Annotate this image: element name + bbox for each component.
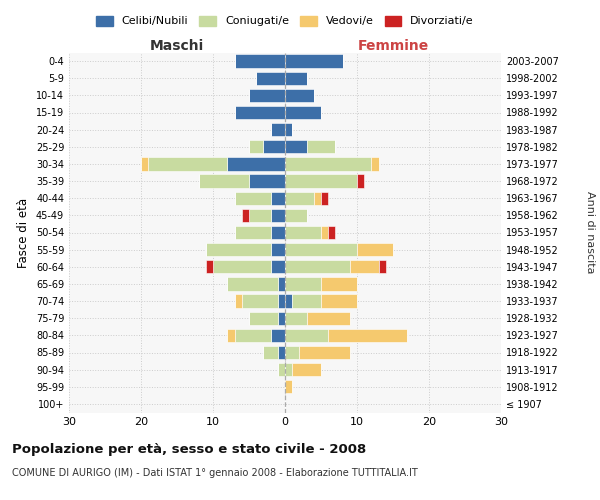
Bar	[357, 243, 393, 256]
Bar	[285, 328, 328, 342]
Text: Popolazione per età, sesso e stato civile - 2008: Popolazione per età, sesso e stato civil…	[12, 442, 366, 456]
Bar	[249, 88, 285, 102]
Bar	[321, 277, 357, 290]
Bar	[271, 226, 285, 239]
Bar	[292, 363, 321, 376]
Bar	[285, 192, 314, 205]
Bar	[285, 294, 292, 308]
Bar	[285, 157, 371, 170]
Bar	[271, 123, 285, 136]
Bar	[321, 192, 328, 205]
Bar	[285, 88, 314, 102]
Bar	[321, 294, 357, 308]
Bar	[285, 208, 307, 222]
Bar	[321, 226, 328, 239]
Bar	[148, 157, 227, 170]
Bar	[256, 72, 285, 85]
Bar	[249, 140, 263, 153]
Bar	[249, 312, 278, 325]
Bar	[271, 328, 285, 342]
Bar	[199, 174, 249, 188]
Y-axis label: Fasce di età: Fasce di età	[17, 198, 30, 268]
Bar	[263, 346, 278, 359]
Bar	[285, 380, 292, 394]
Bar	[213, 260, 271, 274]
Bar	[307, 140, 335, 153]
Bar	[271, 208, 285, 222]
Bar	[235, 54, 285, 68]
Bar	[227, 277, 278, 290]
Bar	[227, 328, 235, 342]
Text: COMUNE DI AURIGO (IM) - Dati ISTAT 1° gennaio 2008 - Elaborazione TUTTITALIA.IT: COMUNE DI AURIGO (IM) - Dati ISTAT 1° ge…	[12, 468, 418, 477]
Bar	[285, 243, 357, 256]
Bar	[235, 328, 271, 342]
Bar	[285, 346, 299, 359]
Bar	[278, 277, 285, 290]
Bar	[314, 192, 321, 205]
Bar	[242, 208, 249, 222]
Bar	[278, 312, 285, 325]
Bar	[271, 243, 285, 256]
Text: Maschi: Maschi	[150, 38, 204, 52]
Bar	[227, 157, 285, 170]
Bar	[235, 106, 285, 119]
Bar	[278, 346, 285, 359]
Bar	[249, 208, 271, 222]
Bar	[206, 243, 271, 256]
Legend: Celibi/Nubili, Coniugati/e, Vedovi/e, Divorziati/e: Celibi/Nubili, Coniugati/e, Vedovi/e, Di…	[92, 12, 478, 31]
Bar	[278, 363, 285, 376]
Bar	[357, 174, 364, 188]
Bar	[278, 294, 285, 308]
Bar	[285, 312, 307, 325]
Bar	[350, 260, 379, 274]
Bar	[371, 157, 379, 170]
Bar	[206, 260, 213, 274]
Bar	[235, 226, 271, 239]
Bar	[285, 260, 350, 274]
Bar	[292, 294, 321, 308]
Bar	[299, 346, 350, 359]
Bar	[285, 54, 343, 68]
Bar	[328, 226, 335, 239]
Bar	[271, 260, 285, 274]
Bar	[328, 328, 407, 342]
Bar	[271, 192, 285, 205]
Bar	[285, 174, 357, 188]
Text: Anni di nascita: Anni di nascita	[585, 192, 595, 274]
Bar	[235, 294, 242, 308]
Bar	[307, 312, 350, 325]
Bar	[285, 363, 292, 376]
Bar	[249, 174, 285, 188]
Bar	[235, 192, 271, 205]
Bar	[285, 140, 307, 153]
Bar	[285, 123, 292, 136]
Bar	[285, 277, 321, 290]
Bar	[379, 260, 386, 274]
Bar	[285, 226, 321, 239]
Bar	[141, 157, 148, 170]
Bar	[263, 140, 285, 153]
Bar	[285, 106, 321, 119]
Text: Femmine: Femmine	[358, 38, 428, 52]
Bar	[285, 72, 307, 85]
Bar	[242, 294, 278, 308]
